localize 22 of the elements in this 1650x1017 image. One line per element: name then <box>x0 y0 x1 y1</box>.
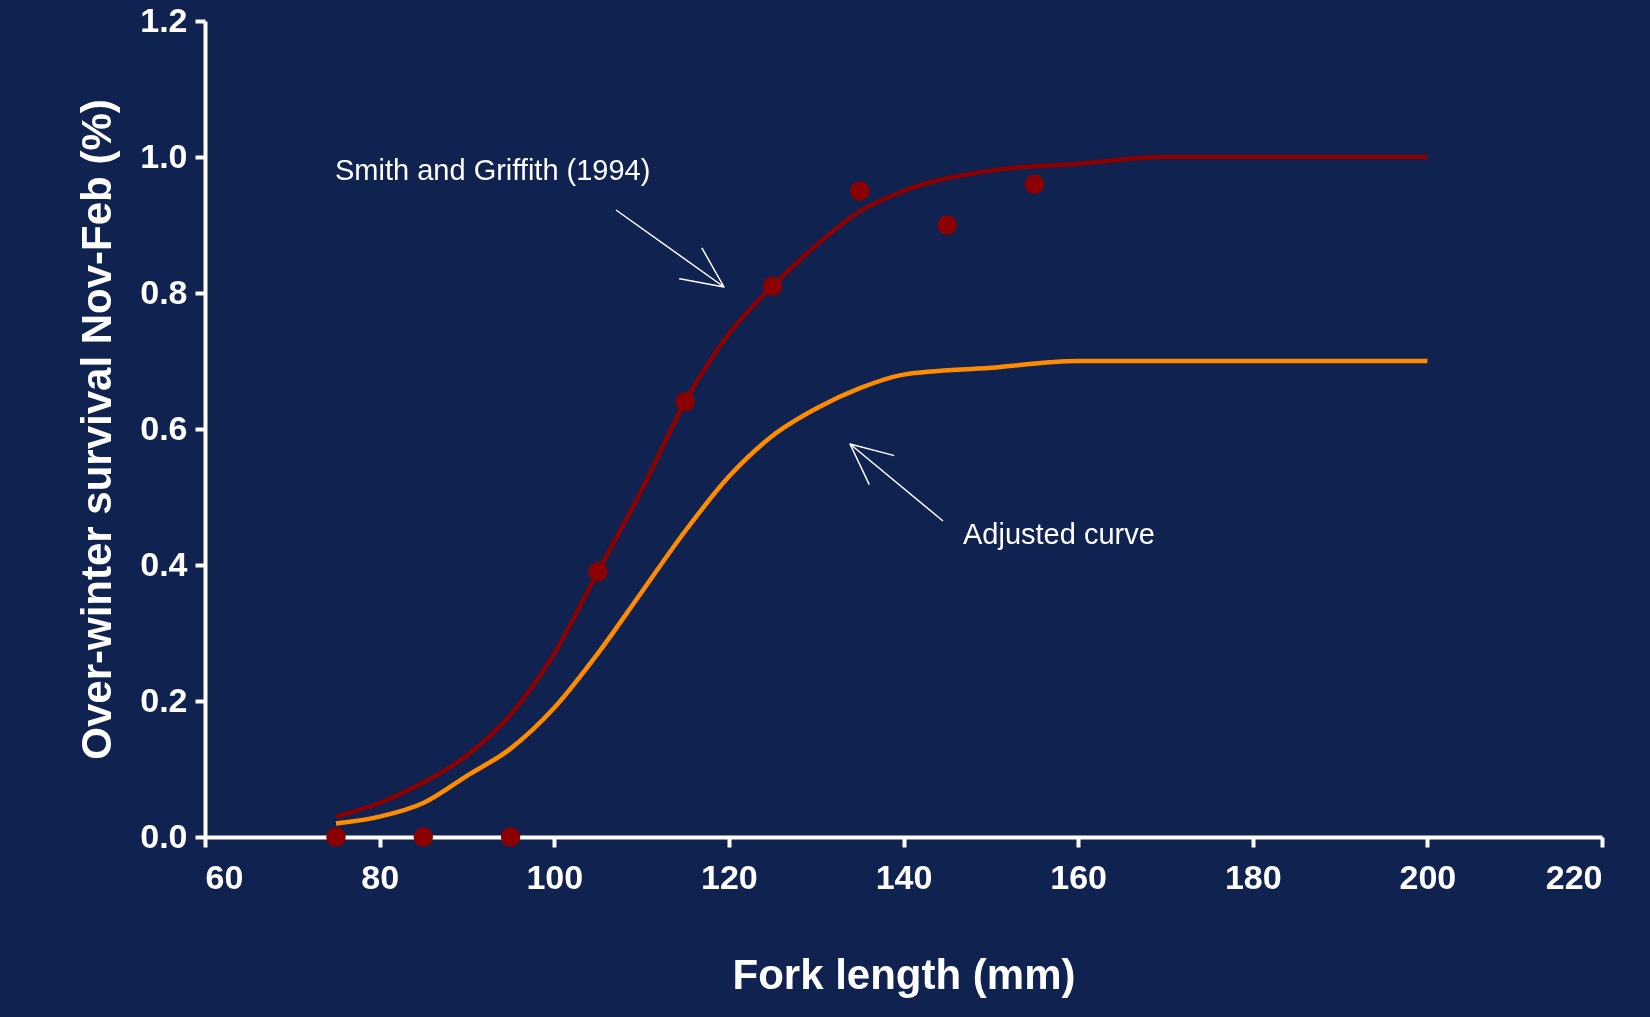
x-tick-label: 60 <box>205 857 244 896</box>
line-series <box>333 358 1430 826</box>
x-axis-title: Fork length (mm) <box>732 950 1076 998</box>
y-axis-title: Over-winter survival Nov-Feb (%) <box>73 99 121 760</box>
x-tick-label: 100 <box>526 857 584 896</box>
y-tick-label: 0.6 <box>140 408 188 447</box>
y-tick-label: 1.2 <box>140 0 188 39</box>
annotation: Adjusted curve <box>963 518 1155 550</box>
x-tick-label: 80 <box>361 857 400 896</box>
x-tick-label: 180 <box>1224 857 1282 896</box>
x-tick-label: 220 <box>1545 857 1603 896</box>
y-tick-label: 0.4 <box>140 544 188 583</box>
x-tick-label: 120 <box>701 857 758 896</box>
x-tick-label: 140 <box>875 857 933 896</box>
x-tick-label: 160 <box>1050 857 1107 896</box>
x-tick-label: 200 <box>1399 857 1457 896</box>
y-tick-label: 0.8 <box>140 272 188 311</box>
y-tick-label: 0.0 <box>140 816 188 855</box>
y-tick-label: 1.0 <box>140 136 188 175</box>
annotation: Smith and Griffith (1994) <box>335 154 651 186</box>
y-tick-label: 0.2 <box>140 680 188 719</box>
line-series <box>333 154 1430 819</box>
